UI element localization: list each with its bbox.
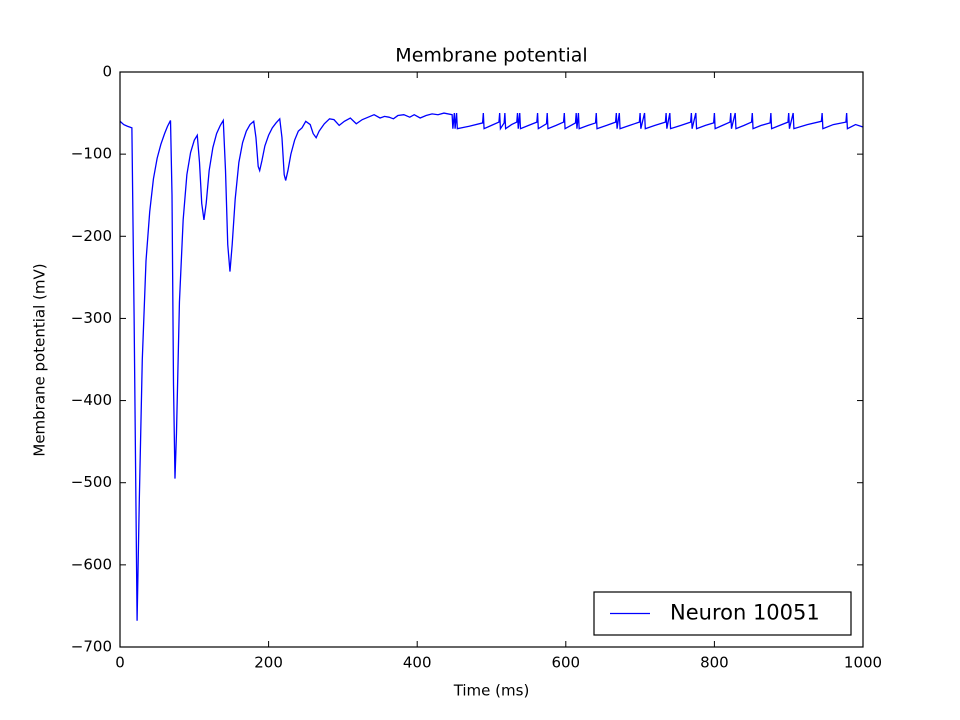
y-tick-label: 0: [102, 63, 112, 81]
legend: Neuron 10051: [593, 591, 852, 636]
y-axis-label: Membrane potential (mV): [31, 263, 49, 456]
y-tick-label: −400: [71, 391, 112, 409]
plot-frame: [119, 71, 864, 648]
x-tick-label: 800: [700, 654, 729, 672]
series-line: [119, 112, 864, 621]
y-tick-label: −100: [71, 145, 112, 163]
x-axis-label: Time (ms): [453, 682, 530, 700]
y-tick-label: −200: [71, 227, 112, 245]
x-tick-label: 600: [551, 654, 580, 672]
x-tick-label: 0: [115, 654, 125, 672]
x-tick-label: 400: [403, 654, 432, 672]
x-tick-label: 200: [254, 654, 283, 672]
x-tick-label: 1000: [844, 654, 882, 672]
legend-label: Neuron 10051: [670, 601, 820, 625]
y-tick-label: −300: [71, 309, 112, 327]
chart-title: Membrane potential: [395, 45, 587, 67]
y-tick-label: −700: [71, 638, 112, 656]
y-tick-label: −600: [71, 555, 112, 573]
y-tick-label: −500: [71, 473, 112, 491]
